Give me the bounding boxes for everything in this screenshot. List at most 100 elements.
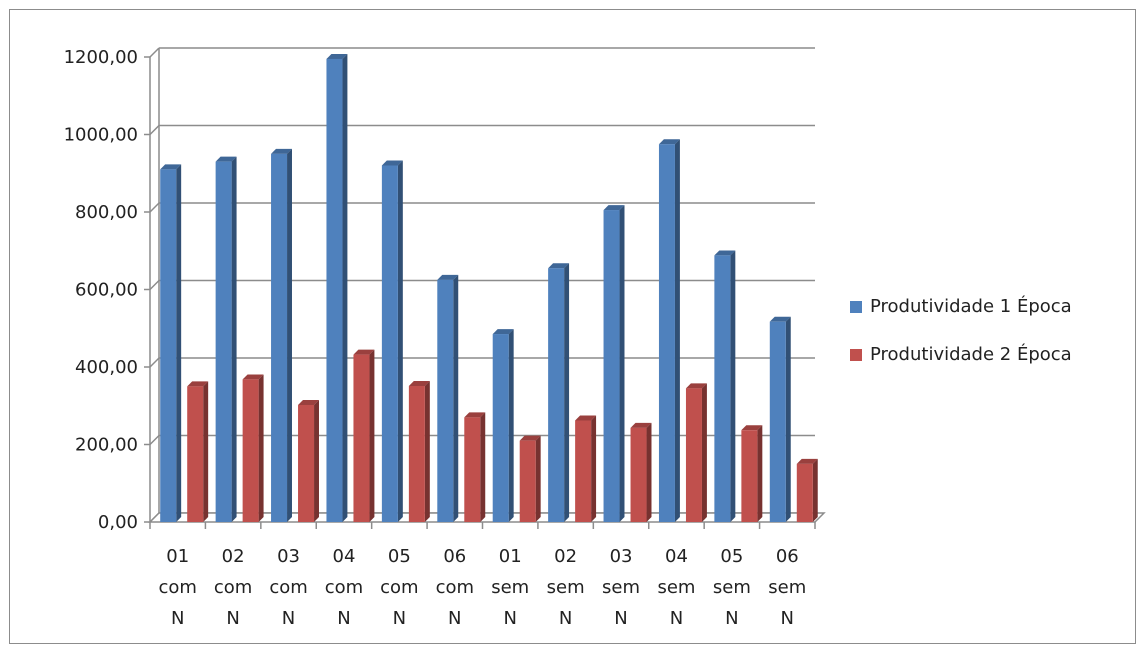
bar-side xyxy=(453,274,459,522)
bar-top xyxy=(381,160,403,166)
bar-top xyxy=(298,400,319,405)
bar-side xyxy=(258,374,264,522)
bar-side xyxy=(730,250,736,522)
bar-side xyxy=(480,412,486,522)
bar-front xyxy=(796,463,813,522)
bar-top xyxy=(326,53,348,59)
x-tick-label: N xyxy=(448,608,461,629)
gridline-side xyxy=(149,124,160,136)
x-tick-label: 06 xyxy=(776,546,799,567)
bar xyxy=(575,415,597,522)
bar xyxy=(326,53,348,523)
bar-side xyxy=(369,349,375,522)
bar-front xyxy=(464,417,481,522)
bar-side xyxy=(287,148,292,523)
bar xyxy=(187,381,209,522)
bar-front xyxy=(714,255,731,522)
bar-front xyxy=(769,321,786,522)
bar xyxy=(242,374,264,522)
bar xyxy=(160,164,182,523)
legend: Produtividade 1 Época Produtividade 2 Épo… xyxy=(850,295,1072,365)
y-tick-labels: 0,00 200,00 400,00 600,00 800,00 1000,00 1200,… xyxy=(64,47,138,533)
x-tick-label: 03 xyxy=(610,546,633,567)
x-tick-label: 04 xyxy=(665,546,688,567)
bar-side xyxy=(564,263,570,522)
bar xyxy=(548,263,570,522)
gridlines xyxy=(149,47,815,523)
bar-side xyxy=(176,164,182,523)
x-tick-label: com xyxy=(214,577,252,598)
gridline-side xyxy=(149,279,160,291)
bar xyxy=(630,422,652,522)
bar-front xyxy=(326,58,343,522)
bar-side xyxy=(701,383,707,522)
bar-top xyxy=(437,274,459,280)
legend-entry: Produtividade 1 Época xyxy=(870,295,1072,317)
bar xyxy=(685,383,707,522)
bar xyxy=(519,435,541,522)
bar-side xyxy=(508,329,514,522)
bar xyxy=(796,458,818,522)
bar xyxy=(741,425,763,522)
bar-top xyxy=(187,381,209,387)
bar-top xyxy=(714,250,736,256)
bar-front xyxy=(271,153,288,522)
bar-side xyxy=(757,425,763,522)
x-tick-label: com xyxy=(436,577,474,598)
x-tick-label: com xyxy=(158,577,196,598)
x-tick-label: N xyxy=(226,608,239,629)
bar-side xyxy=(314,400,319,522)
bar-top xyxy=(242,374,264,380)
x-tick-label: 06 xyxy=(443,546,466,567)
gridline-side xyxy=(149,202,160,213)
y-tick-label: 1200,00 xyxy=(64,47,138,68)
x-tick-label: com xyxy=(380,577,418,598)
bar-top xyxy=(796,458,818,464)
x-tick-label: com xyxy=(269,577,307,598)
bar-top xyxy=(630,422,652,428)
x-tick-label: 01 xyxy=(166,546,189,567)
y-tick-label: 200,00 xyxy=(75,435,138,456)
bar-top xyxy=(658,139,680,145)
bar-top xyxy=(353,349,375,355)
bar-chart: 0,00 200,00 400,00 600,00 800,00 1000,00 1200,… xyxy=(64,47,1072,629)
bar-top xyxy=(492,329,514,335)
bar-side xyxy=(785,316,791,522)
bar xyxy=(769,316,791,522)
bar-front xyxy=(685,388,702,522)
bar-side xyxy=(674,139,680,523)
bar xyxy=(437,274,459,522)
bar-top xyxy=(741,425,763,431)
bar-side xyxy=(812,458,818,522)
bar-side xyxy=(203,381,209,522)
y-tick-label: 800,00 xyxy=(75,202,138,223)
x-tick-label: sem xyxy=(602,577,640,598)
x-tick-labels: 01 com N 02 com N 03 com N 04 com N 05 com N 06 com N 01 se… xyxy=(158,546,806,629)
bar-side xyxy=(397,160,403,523)
bars xyxy=(160,53,818,523)
y-tick-label: 0,00 xyxy=(98,512,138,533)
bar-front xyxy=(298,404,315,522)
x-tick-label: N xyxy=(282,608,295,629)
y-tick-label: 400,00 xyxy=(75,357,138,378)
bar-top xyxy=(271,148,292,154)
x-tick-label: sem xyxy=(768,577,806,598)
bar xyxy=(603,205,625,523)
bar xyxy=(714,250,736,522)
bar-front xyxy=(160,169,177,522)
bar xyxy=(271,148,292,523)
bar-front xyxy=(548,268,565,522)
x-tick-label: N xyxy=(725,608,738,629)
x-tick-label: N xyxy=(393,608,406,629)
bar-front xyxy=(630,427,647,522)
bar-top xyxy=(160,164,182,170)
x-tick-label: 05 xyxy=(720,546,743,567)
x-tick-label: N xyxy=(614,608,627,629)
y-tick-label: 1000,00 xyxy=(64,125,138,146)
x-tick-label: 02 xyxy=(222,546,245,567)
bar-front xyxy=(381,165,398,522)
x-tick-label: 01 xyxy=(499,546,522,567)
x-tick-label: N xyxy=(559,608,572,629)
gridline-side xyxy=(149,47,160,58)
bar-front xyxy=(741,430,758,522)
